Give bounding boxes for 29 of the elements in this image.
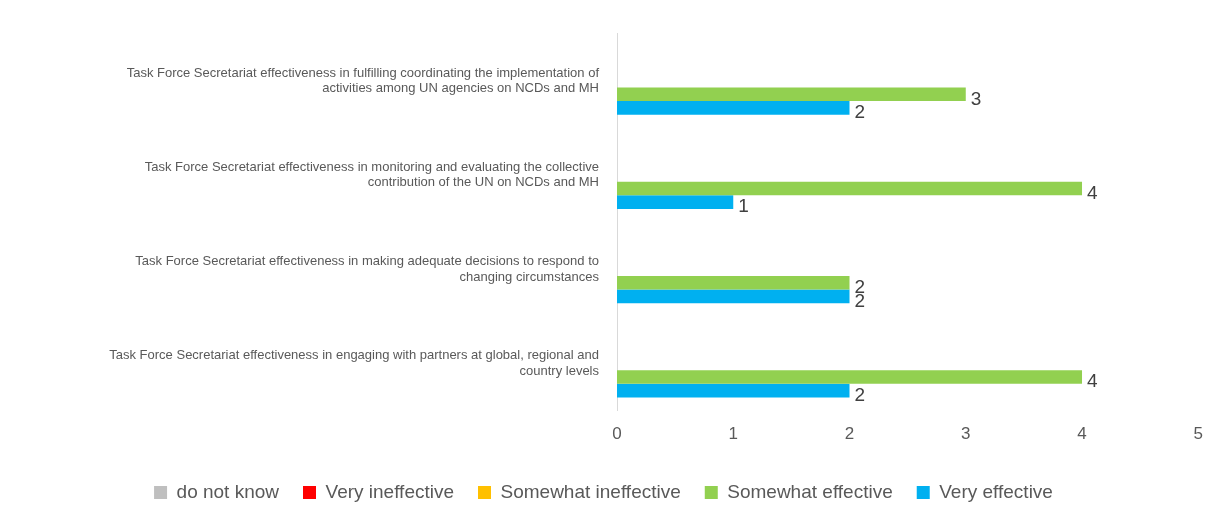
bar [617,276,850,290]
x-tick-label: 3 [961,424,971,444]
y-tick-label: Task Force Secretariat effectiveness in engaging with partners at global, regional and country levels [109,347,600,378]
data-label: 4 [1087,181,1099,203]
data-label: 4 [1087,370,1099,392]
bar [617,383,850,398]
bar [617,87,966,102]
y-tick-label: Task Force Secretariat effectiveness in monitoring and evaluating the collective contribution of the UN on NCDs and MH [144,158,599,190]
y-tick-label: Task Force Secretariat effectiveness in making adequate decisions to respond to changing circumstances [135,253,600,284]
bar [617,181,1083,196]
x-tick-label: 5 [1193,424,1204,444]
x-tick-label: 4 [1077,424,1087,444]
bar [617,370,1083,384]
legend-label: Somewhat ineffective [500,480,681,502]
x-tick-label: 2 [844,424,855,444]
data-label: 3 [970,87,982,109]
y-tick-label: Task Force Secretariat effectiveness in fulfilling coordinating the implementation of activities among UN agencies on NCDs and MH [126,64,600,96]
data-label: 2 [854,383,866,405]
data-label: 1 [738,195,749,217]
bar [617,101,850,115]
x-tick-label: 0 [612,424,622,444]
legend-label: Very ineffective [325,480,455,502]
data-label: 2 [854,101,866,123]
legend-label: Very effective [939,480,1053,502]
bar [617,289,850,304]
legend-label: Somewhat effective [727,480,893,502]
bar [617,195,734,209]
legend-label: do not know [176,480,280,502]
x-tick-label: 1 [728,424,738,444]
